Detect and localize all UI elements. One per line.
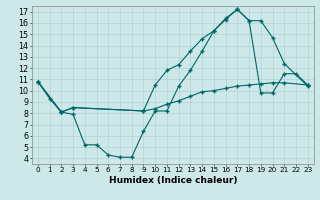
X-axis label: Humidex (Indice chaleur): Humidex (Indice chaleur) — [108, 176, 237, 185]
